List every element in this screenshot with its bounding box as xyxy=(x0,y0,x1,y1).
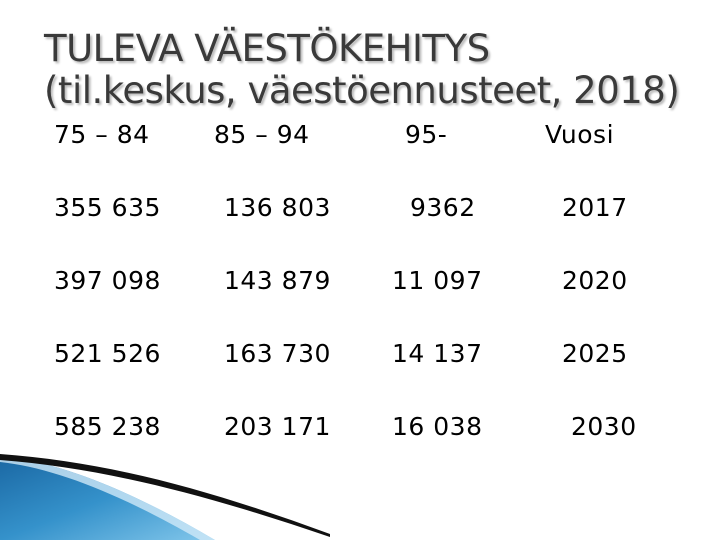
table-cell: 203 171 xyxy=(224,412,331,441)
dark-swoosh xyxy=(0,454,330,537)
header-year: Vuosi xyxy=(545,120,615,149)
table-cell: 11 097 xyxy=(392,266,483,295)
slide-title: TULEVA VÄESTÖKEHITYS (til.keskus, väestö… xyxy=(44,27,680,112)
slide-title-line-1: TULEVA VÄESTÖKEHITYS xyxy=(44,27,490,70)
slide-title-line-2: (til.keskus, väestöennusteet, 2018) xyxy=(44,69,680,112)
table-cell: 397 098 xyxy=(54,266,161,295)
table-cell: 163 730 xyxy=(224,339,331,368)
table-cell: 585 238 xyxy=(54,412,161,441)
header-age-95-plus: 95- xyxy=(405,120,448,149)
table-cell: 2030 xyxy=(571,412,637,441)
table-cell: 355 635 xyxy=(54,193,161,222)
table-cell: 2017 xyxy=(562,193,628,222)
header-age-75-84: 75 – 84 xyxy=(54,120,150,149)
table-cell: 136 803 xyxy=(224,193,331,222)
light-swoosh-edge xyxy=(0,456,215,540)
table-cell: 143 879 xyxy=(224,266,331,295)
table-cell: 2020 xyxy=(562,266,628,295)
table-cell: 9362 xyxy=(410,193,476,222)
table-cell: 521 526 xyxy=(54,339,161,368)
table-cell: 2025 xyxy=(562,339,628,368)
blue-swoosh xyxy=(0,456,215,540)
table-cell: 16 038 xyxy=(392,412,483,441)
header-age-85-94: 85 – 94 xyxy=(214,120,310,149)
table-cell: 14 137 xyxy=(392,339,483,368)
